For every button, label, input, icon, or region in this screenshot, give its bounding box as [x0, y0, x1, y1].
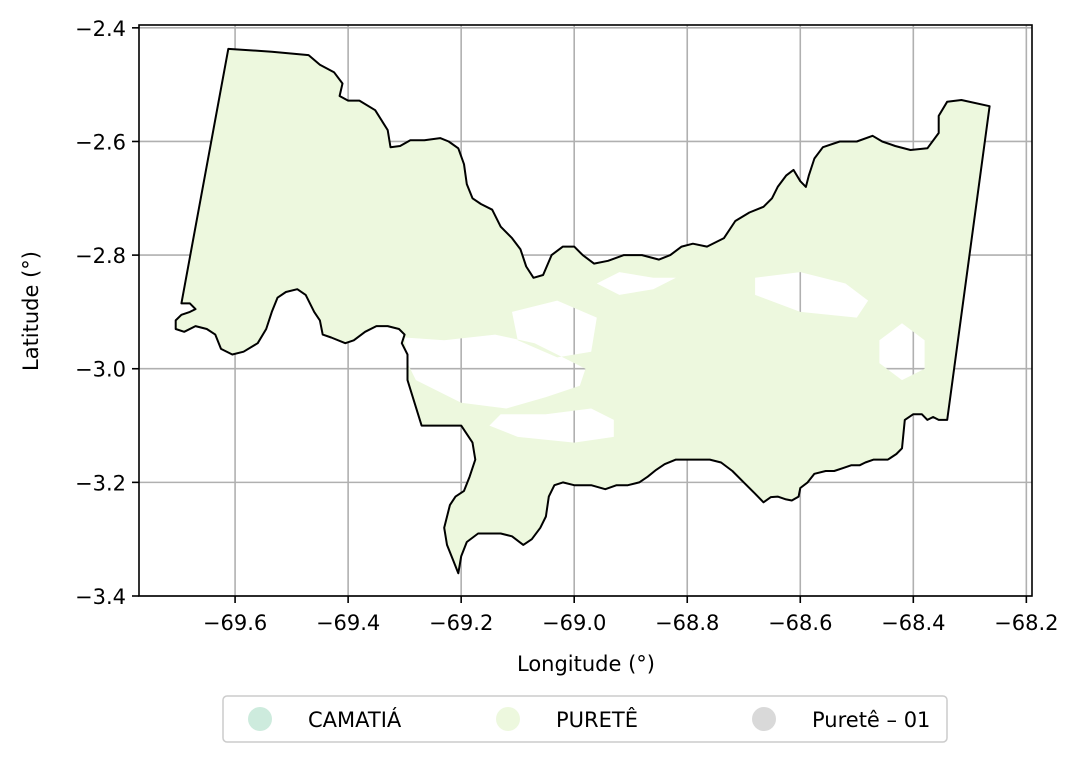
legend-marker — [752, 707, 776, 731]
y-tick-label: −3.4 — [75, 585, 126, 609]
x-tick-label: −69.2 — [429, 611, 493, 635]
territory-boundary — [174, 47, 991, 575]
x-tick-label: −68.2 — [994, 611, 1058, 635]
x-tick-label: −68.4 — [881, 611, 945, 635]
x-axis-label: Longitude (°) — [517, 652, 655, 676]
legend-label: PURETÊ — [556, 707, 638, 732]
legend-label: CAMATIÁ — [308, 707, 402, 732]
y-axis-label: Latitude (°) — [19, 251, 43, 371]
legend-marker — [248, 707, 272, 731]
x-tick-label: −69.6 — [203, 611, 267, 635]
legend-label: Puretê – 01 — [812, 708, 930, 732]
legend-marker — [496, 707, 520, 731]
y-tick-label: −3.2 — [75, 471, 126, 495]
y-tick-label: −3.0 — [75, 358, 126, 382]
map-layer — [174, 47, 991, 575]
x-tick-label: −68.8 — [655, 611, 719, 635]
tick-layer: −69.6 −69.4 −69.2 −69.0 −68.8 −68.6 −68.4 −68.2… — [75, 17, 1059, 635]
y-tick-label: −2.8 — [75, 244, 126, 268]
axes-frame — [138, 24, 1033, 597]
legend: CAMATIÁ PURETÊ Puretê – 01 — [222, 695, 948, 743]
y-tick-label: −2.6 — [75, 130, 126, 154]
x-tick-label: −69.4 — [316, 611, 380, 635]
y-tick-label: −2.4 — [75, 17, 126, 41]
territory-fill — [175, 48, 990, 574]
x-tick-label: −69.0 — [542, 611, 606, 635]
x-tick-label: −68.6 — [768, 611, 832, 635]
